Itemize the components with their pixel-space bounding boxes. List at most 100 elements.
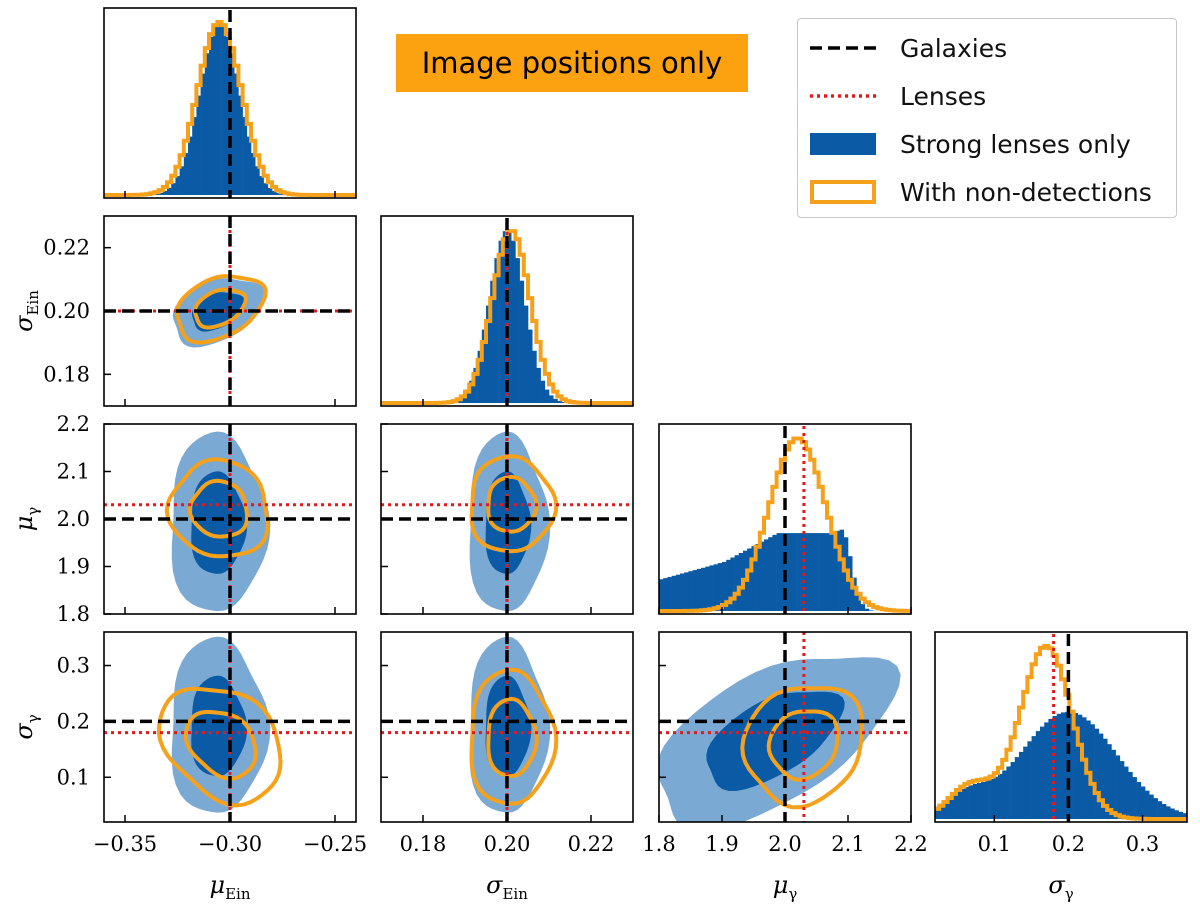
hist-bar [1124, 766, 1129, 819]
legend-swatch-lenses [810, 94, 876, 98]
hist-bar [477, 350, 483, 403]
hist-bar [238, 95, 243, 195]
axis-subscript: γ [24, 507, 42, 516]
legend-label-strong: Strong lenses only [900, 129, 1131, 159]
legend-swatch-nondet [810, 180, 876, 204]
panel-plot-area [381, 424, 633, 614]
hist-outline-nondet [935, 644, 1187, 821]
hist-bar [1035, 731, 1041, 819]
hist-bar [680, 573, 685, 611]
hist-bar [935, 806, 940, 819]
y-tick-label-sigma_ein: 0.18 [43, 362, 90, 386]
hist-bar [1132, 777, 1137, 819]
hist-bar [985, 780, 990, 819]
hist-bar [246, 136, 252, 195]
hist-bar [1111, 749, 1116, 819]
hist-bar [1166, 806, 1171, 819]
contour-nondet-95 [156, 686, 283, 808]
hist-bar [188, 136, 193, 195]
x-tick-label-sigma_ein: 0.18 [400, 832, 447, 856]
y-tick-label-mu_gamma: 2.0 [57, 507, 90, 531]
tick-labels: −0.35 −0.30 −0.25 0.18 0.20 0.22 1.8 1.9 2.0 2.1 2… [43, 236, 1159, 856]
hist-bar [989, 778, 995, 819]
hist-bar [234, 73, 239, 195]
hist-bar [1006, 766, 1011, 819]
x-tick-label-mu_ein: −0.35 [93, 832, 157, 856]
hist-bar [469, 380, 474, 403]
hist-bar [864, 608, 870, 611]
hist-bar [1119, 761, 1125, 819]
hist-bar [204, 53, 210, 195]
x-tick-label-mu_gamma: 1.9 [705, 832, 738, 856]
hist-bar [822, 533, 828, 611]
hist-bar [1073, 713, 1079, 819]
x-tick-label-sigma_gamma: 0.1 [978, 832, 1011, 856]
contour-strong-68 [706, 691, 845, 791]
axis-subscript: γ [788, 885, 797, 903]
hist-bar [801, 533, 807, 611]
hist-bar [1014, 757, 1020, 819]
x-tick-label-sigma_gamma: 0.3 [1126, 832, 1159, 856]
hist-bar [943, 800, 948, 819]
hist-bar [675, 574, 681, 611]
hist-bar [259, 176, 264, 195]
axis-symbol: σ [10, 723, 38, 740]
hist-bar [977, 783, 982, 819]
panel-plot-area [659, 632, 911, 822]
panel-2d-mu_gamma-vs-sigma_gamma [658, 631, 912, 823]
hist-bar [1040, 726, 1045, 819]
hist-bar [663, 578, 668, 611]
x-axis-label-mu_gamma: μγ [773, 871, 798, 903]
y-tick-label-mu_gamma: 2.1 [57, 460, 90, 484]
hist-bar [1136, 782, 1142, 819]
hist-bar [776, 533, 782, 611]
hist-bar [263, 183, 269, 195]
hist-bar [755, 544, 761, 611]
hist-outline-nondet [381, 229, 633, 405]
axis-symbol: μ [209, 871, 225, 899]
hist-bar [481, 329, 487, 403]
axis-subscript: Ein [24, 290, 42, 316]
hist-bar [751, 546, 756, 611]
y-tick-label-sigma_ein: 0.20 [43, 299, 90, 323]
hist-bar [267, 187, 273, 195]
panel-2d-mu_ein-vs-sigma_gamma [103, 631, 357, 823]
hist-bar [1145, 790, 1150, 819]
hist-bar [1153, 798, 1158, 819]
hist-bar [759, 541, 765, 611]
panel-plot-area [381, 632, 633, 822]
y-axis-label-mu_gamma: μγ [10, 507, 42, 532]
hist-bar [831, 532, 836, 611]
panel-hist-mu_ein [103, 7, 357, 199]
contour-nondet-68 [766, 709, 840, 782]
hist-bar [549, 395, 554, 403]
x-tick-label-mu_gamma: 2.2 [894, 832, 927, 856]
hist-bar [179, 166, 185, 195]
contour-nondet-95 [469, 667, 559, 806]
hist-bar [1002, 770, 1007, 819]
hist-bar [692, 570, 698, 611]
hist-bar [705, 566, 710, 611]
hist-bar [557, 400, 562, 403]
legend-swatch-galaxies [810, 46, 876, 50]
hist-bar [498, 240, 504, 403]
hist-bar [747, 548, 752, 611]
hist-bar [1103, 738, 1108, 819]
hist-bar [1023, 746, 1028, 819]
hist-bar [717, 563, 723, 611]
y-tick-label-mu_gamma: 1.8 [57, 602, 90, 626]
hist-bar [217, 22, 222, 195]
panel-2d-sigma_ein-vs-sigma_gamma [380, 631, 634, 823]
legend-item-galaxies: Galaxies [798, 33, 1176, 63]
y-axis-label-sigma_gamma: σγ [10, 714, 42, 739]
contour-nondet-68 [183, 710, 258, 781]
hist-bar [183, 153, 189, 195]
hist-bar [242, 117, 248, 195]
hist-bar [1178, 811, 1184, 819]
legend-swatch-strong [810, 133, 876, 155]
hist-bar [835, 530, 840, 611]
title-text: Image positions only [421, 46, 723, 80]
hist-bar [713, 564, 719, 611]
hist-bar [192, 117, 197, 195]
